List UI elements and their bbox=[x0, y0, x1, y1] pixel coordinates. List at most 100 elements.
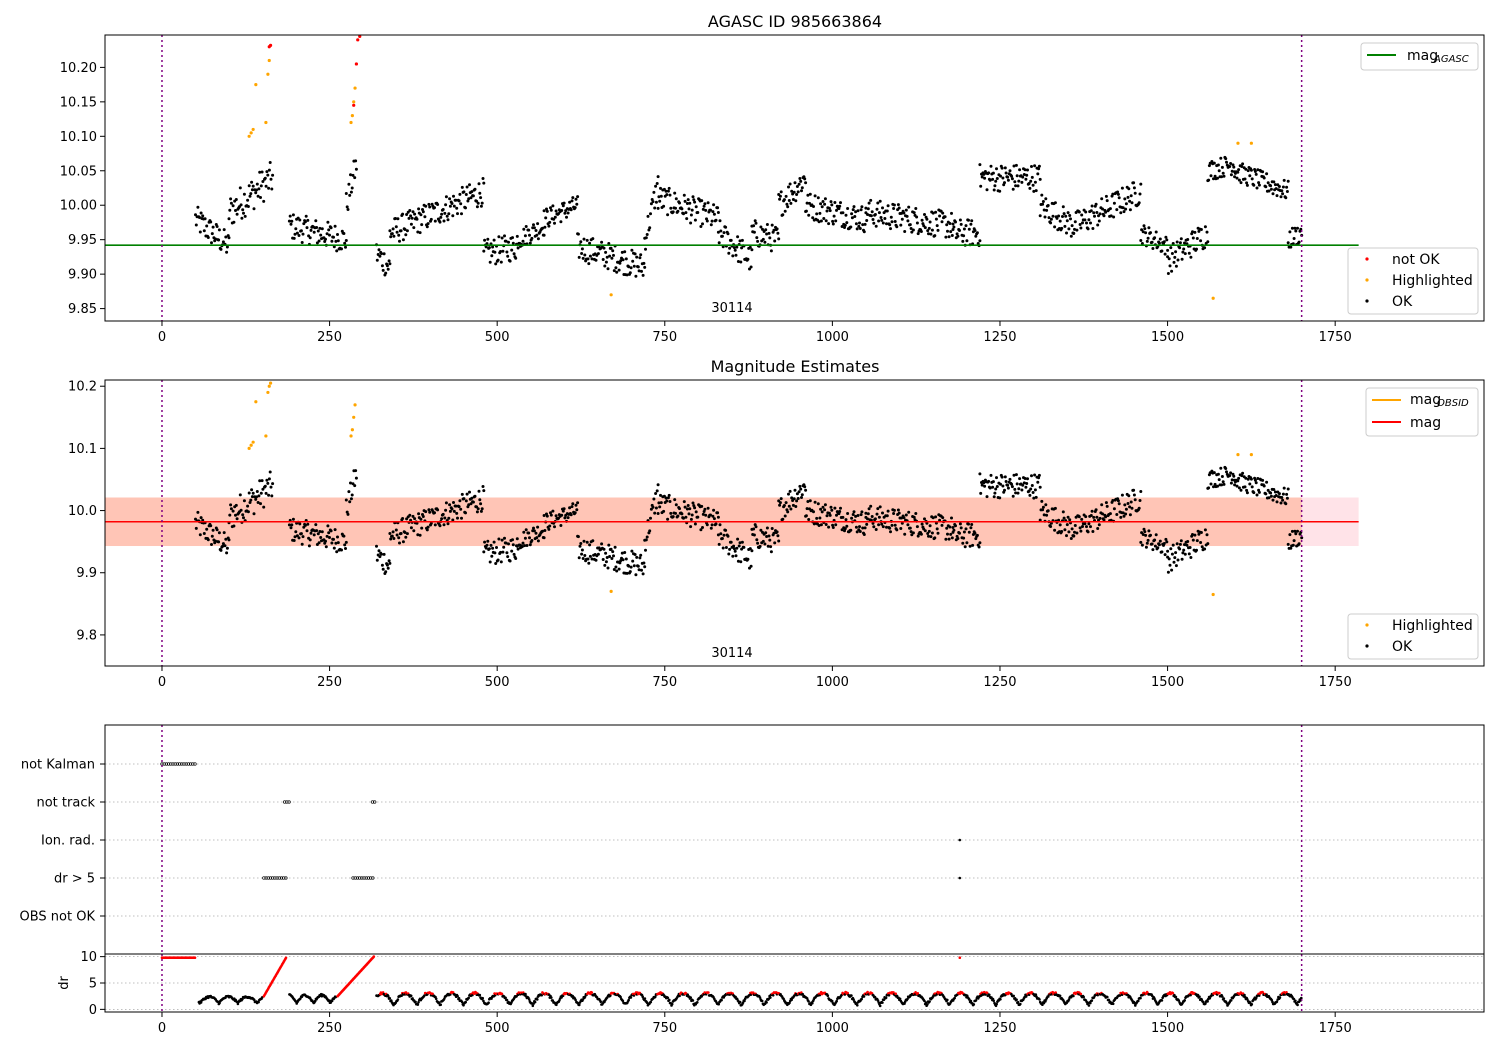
ok-point bbox=[481, 177, 485, 180]
ok-point bbox=[1020, 488, 1024, 492]
ok-point bbox=[1244, 476, 1248, 480]
dr-point bbox=[846, 991, 849, 995]
ok-point bbox=[693, 200, 697, 204]
dr-point bbox=[388, 997, 392, 1000]
ok-point bbox=[962, 234, 966, 238]
ok-point bbox=[742, 545, 746, 549]
ok-point bbox=[664, 496, 668, 500]
ok-point bbox=[553, 525, 556, 529]
ok-point bbox=[510, 248, 514, 252]
ok-point bbox=[254, 191, 258, 195]
ok-point bbox=[451, 518, 455, 522]
ok-point bbox=[714, 218, 718, 222]
ok-point bbox=[943, 215, 947, 219]
ok-point bbox=[1098, 212, 1102, 216]
ok-point bbox=[721, 245, 725, 249]
ok-point bbox=[831, 523, 835, 527]
panel1-plot-area bbox=[105, 35, 1359, 321]
ok-point bbox=[255, 495, 258, 499]
ok-point bbox=[404, 535, 408, 539]
dr-point bbox=[988, 993, 991, 997]
dr-point bbox=[627, 998, 630, 1002]
ok-point bbox=[497, 235, 501, 239]
ok-point bbox=[734, 253, 738, 257]
ok-point bbox=[1265, 172, 1269, 176]
ok-point bbox=[487, 246, 491, 250]
dr-point bbox=[1019, 1002, 1022, 1006]
ok-point bbox=[256, 194, 260, 198]
x-tick-label: 750 bbox=[652, 330, 677, 345]
ok-point bbox=[964, 527, 968, 531]
ok-point bbox=[319, 536, 323, 539]
ok-point bbox=[817, 220, 821, 224]
highlighted-point bbox=[609, 293, 613, 297]
dr-point bbox=[843, 993, 847, 996]
ok-point bbox=[1175, 240, 1179, 244]
ok-point bbox=[428, 510, 432, 514]
ok-point bbox=[1153, 544, 1157, 548]
ok-point bbox=[320, 530, 324, 534]
ok-point bbox=[452, 501, 455, 504]
ok-point bbox=[929, 232, 933, 236]
ok-point bbox=[733, 248, 737, 252]
ok-point bbox=[225, 546, 229, 550]
ok-point bbox=[1239, 488, 1243, 492]
ok-point bbox=[587, 561, 591, 565]
ok-point bbox=[582, 237, 586, 241]
ok-point bbox=[462, 190, 466, 194]
ok-point bbox=[1105, 504, 1109, 508]
ok-point bbox=[892, 203, 896, 207]
ok-point bbox=[260, 479, 264, 483]
ok-point bbox=[450, 202, 454, 205]
ok-point bbox=[1241, 471, 1245, 475]
ok-point bbox=[385, 264, 389, 268]
ok-point bbox=[259, 491, 263, 495]
ok-point bbox=[946, 229, 949, 233]
ok-point bbox=[654, 492, 658, 495]
ok-point bbox=[977, 545, 981, 549]
ok-point bbox=[736, 537, 740, 541]
ok-point bbox=[1119, 211, 1123, 215]
ok-point bbox=[238, 186, 242, 190]
ok-point bbox=[880, 522, 884, 526]
ok-point bbox=[740, 246, 744, 250]
ok-point bbox=[1252, 183, 1256, 187]
ok-point bbox=[731, 554, 735, 558]
x-tick-label: 1750 bbox=[1319, 675, 1352, 690]
ok-point bbox=[1065, 523, 1069, 527]
ok-point bbox=[344, 547, 347, 550]
ok-point bbox=[915, 221, 919, 225]
ok-point bbox=[1195, 539, 1199, 543]
ok-point bbox=[615, 270, 619, 274]
ok-point bbox=[1041, 508, 1045, 512]
ok-point bbox=[1207, 486, 1211, 490]
ok-point bbox=[401, 517, 405, 520]
ok-point bbox=[561, 204, 565, 208]
ok-point bbox=[1237, 168, 1241, 172]
ok-point bbox=[1030, 175, 1034, 179]
ok-point bbox=[784, 501, 788, 505]
ok-point bbox=[501, 550, 505, 554]
ok-point bbox=[318, 530, 322, 533]
dr-point bbox=[691, 999, 695, 1002]
ok-point bbox=[969, 526, 973, 530]
ok-point bbox=[1138, 499, 1142, 502]
ok-point bbox=[448, 197, 452, 201]
legend2-ok-marker bbox=[1365, 644, 1369, 648]
ok-point bbox=[607, 242, 611, 245]
ok-point bbox=[524, 225, 528, 228]
ok-point bbox=[375, 558, 379, 562]
ok-point bbox=[588, 241, 592, 245]
ok-point bbox=[464, 206, 467, 210]
ok-point bbox=[1037, 473, 1041, 477]
ok-point bbox=[696, 211, 700, 214]
ok-point bbox=[794, 199, 798, 203]
ok-point bbox=[344, 498, 348, 502]
ok-point bbox=[459, 202, 463, 206]
ok-point bbox=[1069, 234, 1073, 238]
ok-point bbox=[978, 239, 982, 243]
ok-point bbox=[1237, 476, 1241, 480]
legend-mag-obsid-sub: OBSID bbox=[1437, 398, 1469, 409]
ok-point bbox=[487, 547, 491, 551]
ok-point bbox=[1203, 528, 1207, 532]
